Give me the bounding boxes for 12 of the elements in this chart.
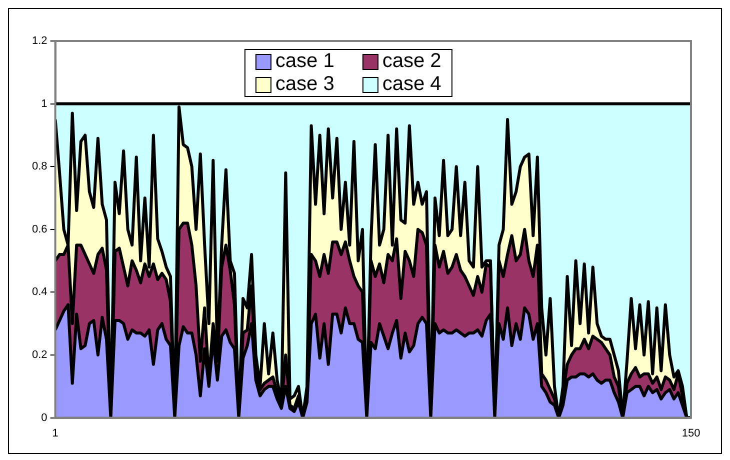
y-tick-label: 0.6 (32, 223, 48, 236)
legend-label: case 4 (382, 73, 442, 96)
y-tick-label: 1 (41, 98, 48, 110)
y-tick-label: 0.8 (32, 160, 48, 173)
y-tick-label: 1.2 (32, 35, 48, 48)
y-tick-label: 0 (41, 412, 48, 424)
legend-label: case 2 (382, 50, 442, 73)
legend-label: case 3 (275, 73, 334, 96)
y-tick-label: 0.2 (32, 349, 48, 362)
legend-label: case 1 (275, 50, 334, 73)
x-tick-label: 150 (682, 427, 700, 440)
y-tick-label: 0.4 (32, 286, 48, 298)
